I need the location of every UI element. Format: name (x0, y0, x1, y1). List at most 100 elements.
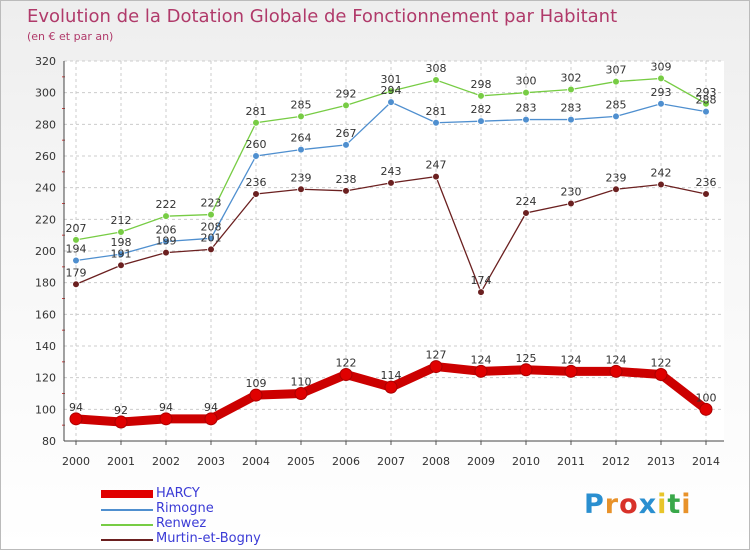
data-label: 174 (471, 274, 492, 287)
data-label: 127 (426, 349, 447, 362)
data-point (477, 117, 485, 125)
data-point (429, 360, 443, 374)
data-point (519, 363, 533, 377)
data-point (252, 190, 260, 198)
data-point (567, 85, 575, 94)
data-label: 267 (336, 127, 357, 140)
legend-label: HARCY (156, 486, 200, 501)
data-point (117, 250, 125, 258)
data-label: 283 (516, 102, 537, 115)
x-tick-label: 2006 (332, 455, 360, 468)
data-point (72, 280, 80, 289)
x-tick-label: 2007 (377, 455, 405, 468)
data-label: 239 (291, 171, 312, 184)
data-label: 125 (516, 352, 537, 365)
data-label: 230 (561, 186, 582, 199)
data-label: 236 (246, 176, 267, 189)
data-point (612, 185, 620, 194)
x-tick-label: 2013 (647, 455, 675, 468)
data-point (162, 248, 170, 257)
y-tick-label: 220 (35, 213, 56, 226)
data-point (612, 112, 620, 121)
data-label: 242 (651, 167, 672, 180)
data-label: 198 (111, 236, 132, 249)
data-point (294, 387, 308, 400)
data-label: 92 (114, 404, 128, 417)
data-point (474, 364, 488, 378)
data-point (477, 288, 485, 296)
data-label: 239 (606, 171, 627, 184)
series-group (69, 74, 713, 429)
data-label: 208 (201, 220, 222, 233)
legend-item: Murtin-et-Bogny (101, 531, 301, 547)
data-label: 206 (156, 224, 177, 237)
legend-label: Rimogne (156, 501, 214, 516)
x-tick-label: 2000 (62, 455, 90, 468)
data-label: 124 (471, 353, 492, 366)
chart-subtitle: (en € et par an) (27, 30, 114, 43)
data-point (432, 118, 440, 127)
data-label: 293 (696, 86, 717, 99)
legend-item: Rimogne (101, 501, 301, 517)
data-label: 285 (291, 98, 312, 111)
data-label: 300 (516, 75, 537, 88)
data-point (342, 101, 350, 110)
x-tick-label: 2004 (242, 455, 270, 468)
legend: HARCY Rimogne Renwez Murtin-et-Bogny (101, 486, 301, 547)
y-tick-label: 140 (35, 340, 56, 353)
legend-label: Renwez (156, 516, 207, 531)
data-label: 194 (66, 243, 87, 256)
legend-label: Murtin-et-Bogny (156, 531, 261, 546)
data-point (657, 99, 665, 108)
legend-swatch (101, 490, 153, 498)
data-label: 224 (516, 195, 537, 208)
legend-item: Renwez (101, 516, 301, 532)
data-label: 222 (156, 198, 177, 211)
x-tick-label: 2002 (152, 455, 180, 468)
data-label: 191 (111, 247, 132, 260)
data-label: 309 (651, 60, 672, 73)
x-tick-label: 2014 (692, 455, 720, 468)
data-point (72, 236, 80, 244)
y-tick-label: 200 (35, 245, 56, 258)
data-point (342, 187, 350, 195)
data-label: 94 (69, 401, 83, 414)
x-tick-label: 2005 (287, 455, 315, 468)
logo-letter: i (681, 489, 692, 520)
data-point (252, 152, 260, 160)
data-label: 281 (426, 105, 447, 118)
logo-letter: r (604, 489, 620, 520)
logo-letter: t (667, 489, 682, 520)
data-label: 292 (336, 87, 357, 100)
data-point (249, 388, 263, 402)
data-label: 212 (111, 214, 132, 227)
data-point (612, 77, 620, 86)
data-point (297, 185, 305, 194)
data-point (564, 364, 578, 378)
y-tick-label: 160 (35, 308, 56, 321)
data-point (567, 199, 575, 208)
logo-letter: o (619, 489, 639, 520)
y-tick-label: 260 (35, 150, 56, 163)
data-label: 298 (471, 78, 492, 91)
logo-letter: i (657, 489, 668, 520)
data-point (72, 256, 80, 265)
y-tick-label: 300 (35, 87, 56, 100)
legend-swatch (101, 524, 153, 526)
data-label: 223 (201, 197, 222, 210)
data-point (699, 402, 713, 416)
data-label: 122 (651, 357, 672, 370)
data-label: 201 (201, 231, 222, 244)
axes: 80 100 120 140 160 180 200 220 240 260 280 300 320 20… (35, 55, 724, 468)
data-label: 283 (561, 102, 582, 115)
data-label: 122 (336, 357, 357, 370)
data-point (522, 88, 530, 97)
y-tick-label: 320 (35, 55, 56, 68)
data-point (387, 87, 395, 95)
data-point (297, 145, 305, 154)
data-label: 285 (606, 98, 627, 111)
x-tick-label: 2012 (602, 455, 630, 468)
data-point (117, 261, 125, 270)
data-point (207, 245, 215, 254)
